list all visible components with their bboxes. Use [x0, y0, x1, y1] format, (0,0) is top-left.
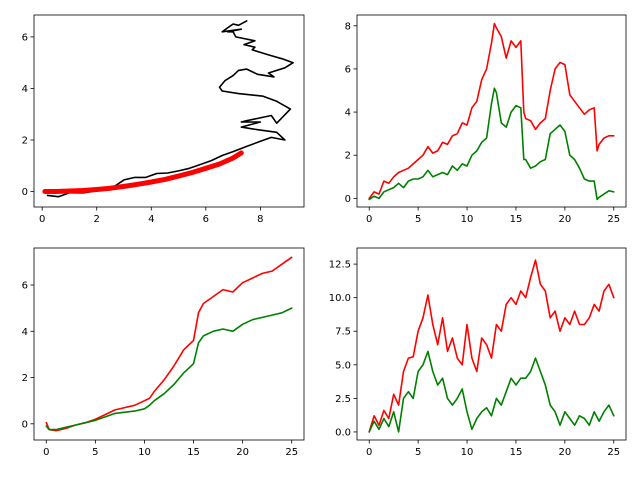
y-tick-label: 0	[22, 187, 28, 198]
subplot-bottom-right: 0 5 10 15 20 25 0.0 2.5 5.0 7.5 10.0 12.5	[329, 247, 627, 458]
x-tick-label: 25	[607, 447, 620, 458]
series-line-red	[368, 259, 615, 433]
series-line-green	[45, 307, 293, 431]
plot-area	[368, 22, 615, 201]
y-tick-label: 10.0	[329, 293, 351, 304]
series-line-red	[45, 256, 293, 432]
series-line-red	[42, 150, 244, 194]
plot-area	[42, 20, 294, 198]
x-tick-label: 0	[43, 447, 49, 458]
y-tick-label: 0.0	[335, 427, 351, 438]
x-tick-label: 10	[461, 447, 474, 458]
y-tick-label: 4	[22, 327, 28, 338]
y-tick-label: 5.0	[335, 360, 351, 371]
y-tick-label: 0	[22, 419, 28, 430]
x-tick-label: 0	[39, 214, 45, 225]
y-tick-label: 7.5	[335, 327, 351, 338]
y-tick-label: 2.5	[335, 394, 351, 405]
x-tick-label: 5	[415, 447, 421, 458]
x-tick-label: 5	[92, 447, 98, 458]
plot-area	[45, 256, 293, 432]
series-line-green	[368, 350, 615, 433]
series-line-green	[368, 87, 615, 201]
series-line-black	[46, 20, 294, 198]
x-tick-label: 15	[510, 447, 523, 458]
plot-area	[368, 259, 615, 433]
axes-frame	[356, 14, 627, 208]
x-tick-label: 15	[187, 447, 200, 458]
x-tick-label: 4	[148, 214, 154, 225]
y-tick-label: 0	[345, 194, 351, 205]
x-tick-label: 8	[257, 214, 263, 225]
y-tick-label: 2	[22, 135, 28, 146]
x-tick-label: 15	[510, 214, 523, 225]
y-tick-label: 12.5	[329, 260, 351, 271]
x-tick-label: 6	[203, 214, 209, 225]
y-tick-label: 6	[22, 281, 28, 292]
axes-frame	[33, 247, 305, 441]
y-tick-label: 4	[22, 84, 28, 95]
x-tick-label: 20	[558, 214, 571, 225]
series-line-red	[368, 22, 615, 200]
y-tick-label: 6	[345, 64, 351, 75]
x-tick-label: 0	[366, 447, 372, 458]
y-tick-label: 8	[345, 21, 351, 32]
x-tick-label: 20	[236, 447, 249, 458]
x-tick-label: 25	[607, 214, 620, 225]
x-tick-label: 0	[366, 214, 372, 225]
x-tick-label: 25	[285, 447, 298, 458]
axes-frame	[356, 247, 627, 441]
y-tick-label: 2	[345, 151, 351, 162]
subplot-top-left: 0 2 4 6 8 0 2 4 6	[22, 14, 305, 225]
x-tick-label: 20	[558, 447, 571, 458]
axes-frame	[33, 14, 305, 208]
x-tick-label: 10	[461, 214, 474, 225]
y-tick-label: 2	[22, 373, 28, 384]
x-tick-label: 2	[94, 214, 100, 225]
x-tick-label: 5	[415, 214, 421, 225]
x-tick-label: 10	[138, 447, 151, 458]
subplot-top-right: 0 5 10 15 20 25 0 2 4 6 8	[345, 14, 627, 225]
subplot-bottom-left: 0 5 10 15 20 25 0 2 4 6	[22, 247, 305, 458]
y-tick-label: 4	[345, 108, 351, 119]
y-tick-label: 6	[22, 32, 28, 43]
